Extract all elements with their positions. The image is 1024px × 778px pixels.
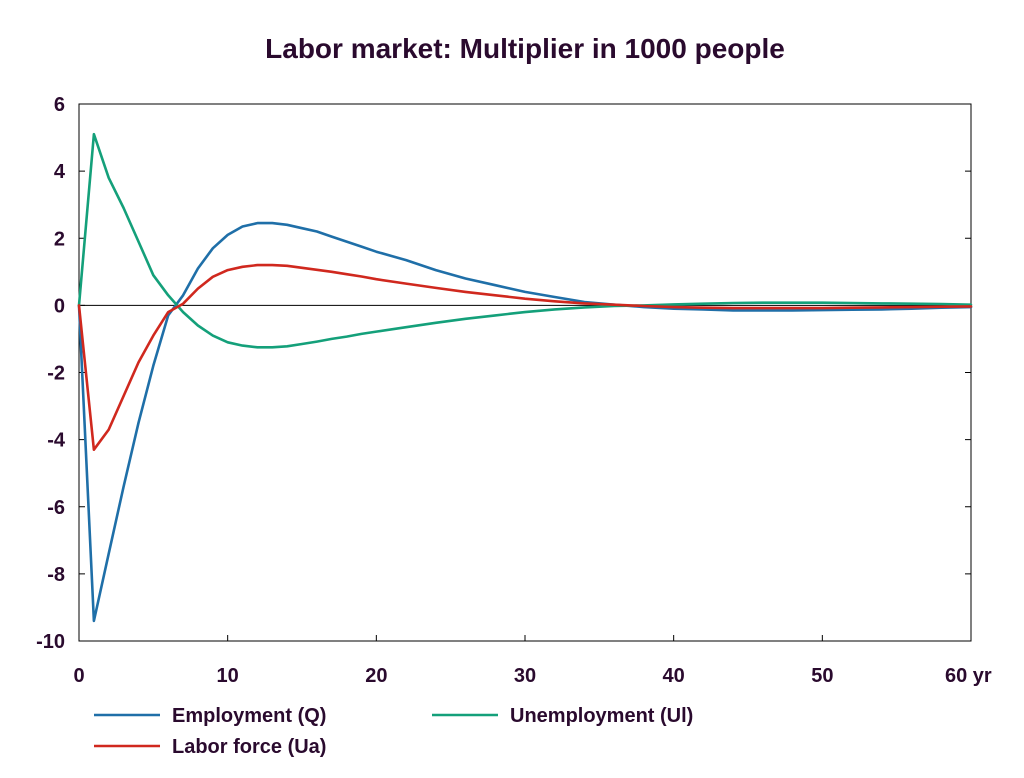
- x-tick-label: 0: [73, 665, 84, 687]
- legend-label-unemployment-ul: Unemployment (Ul): [510, 705, 693, 727]
- y-tick-label: 6: [54, 94, 65, 116]
- x-tick-label: 60 yr: [945, 665, 992, 687]
- x-tick-label: 20: [365, 665, 387, 687]
- series-line-labor-force-ua: [77, 263, 973, 452]
- y-tick-label: 0: [54, 295, 65, 317]
- x-tick-label: 50: [811, 665, 833, 687]
- x-tick-label: 30: [514, 665, 536, 687]
- x-axis: 0 10 20 30 40 50 60 yr: [73, 635, 992, 687]
- series-lines: [77, 132, 973, 623]
- chart-title: Labor market: Multiplier in 1000 people: [265, 33, 785, 64]
- x-tick-label: 10: [217, 665, 239, 687]
- plot-frame: [78, 103, 972, 642]
- plot-border: [78, 103, 972, 642]
- legend-label-employment-q: Employment (Q): [172, 705, 326, 727]
- legend: Employment (Q) Unemployment (Ul) Labor for…: [94, 705, 693, 758]
- y-tick-label: -10: [36, 631, 65, 653]
- y-tick-label: -4: [47, 430, 66, 452]
- y-tick-label: 4: [54, 161, 66, 183]
- series-line-unemployment-ul: [77, 132, 973, 349]
- legend-label-labor-force-ua: Labor force (Ua): [172, 736, 326, 758]
- series-line-employment-q: [77, 221, 973, 623]
- y-tick-label: -6: [47, 497, 65, 519]
- y-tick-label: -8: [47, 564, 65, 586]
- x-tick-label: 40: [663, 665, 685, 687]
- y-tick-label: 2: [54, 228, 65, 250]
- y-axis: 6 4 2 0 -2 -4 -6 -8 -10: [36, 94, 971, 653]
- y-tick-label: -2: [47, 363, 65, 385]
